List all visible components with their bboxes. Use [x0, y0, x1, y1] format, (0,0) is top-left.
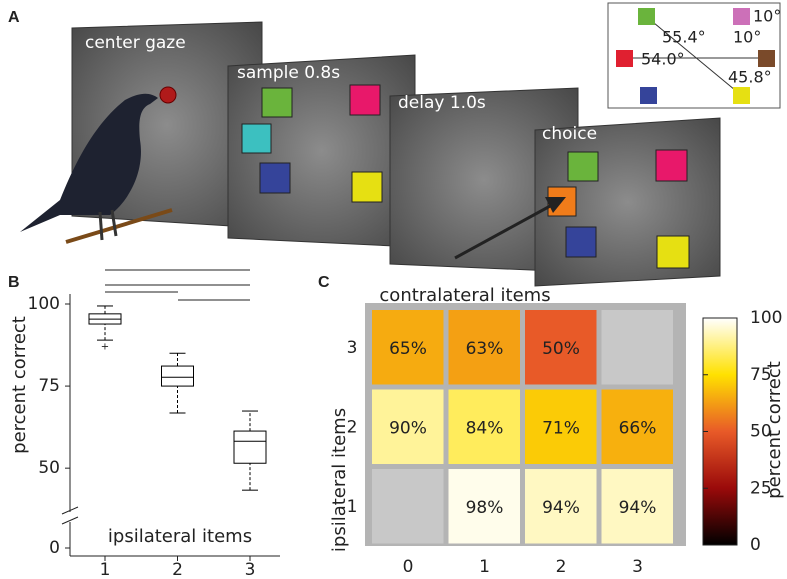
y-tick-label: 75 [38, 376, 60, 396]
significance [105, 269, 250, 301]
value-label: 90% [389, 419, 427, 439]
arrow [454, 203, 553, 260]
perch [65, 208, 173, 244]
angle-label: 54.0° [641, 50, 685, 69]
angle-label: 45.8° [728, 68, 772, 87]
colorbar-label: percent correct [764, 361, 785, 499]
heatmap-cell [525, 389, 597, 464]
heatmap-cell [372, 310, 444, 385]
square [565, 226, 597, 258]
screen-label: choice [542, 124, 597, 144]
heatmap-cell [601, 310, 673, 385]
x-tick-label: 1 [479, 557, 490, 577]
square [733, 87, 750, 104]
arrow-head [545, 197, 566, 213]
angle-label: 10° [753, 7, 781, 26]
y-axis-label: ipsilateral items [329, 408, 350, 552]
value-label: 71% [542, 419, 580, 439]
axis-break [61, 506, 79, 515]
square [638, 8, 655, 25]
colorbar-tick-label: 75 [750, 365, 772, 385]
y-tick-label: 1 [347, 497, 358, 517]
heatmap-cell [372, 389, 444, 464]
x-tick-label: 1 [100, 560, 111, 579]
square [640, 87, 657, 104]
value-label: 50% [542, 339, 580, 359]
value-label: 65% [389, 339, 427, 359]
crow-body [20, 93, 158, 233]
square [261, 87, 293, 118]
square [349, 84, 381, 116]
x-tick-label: 3 [632, 557, 643, 577]
angle-label: 10° [733, 28, 761, 47]
x-tick-label: 2 [172, 560, 183, 579]
outlier: + [101, 342, 109, 353]
value-label: 66% [619, 419, 657, 439]
square [259, 162, 291, 194]
inset: 10° 55.4° 10° 54.0° 45.8° [607, 2, 781, 109]
value-label: 98% [466, 498, 504, 518]
colorbar [702, 317, 738, 546]
y-axis-label: percent correct [9, 316, 30, 454]
x-tick-label: 3 [245, 560, 256, 579]
square [351, 171, 383, 203]
y-tick-label: 3 [347, 338, 358, 358]
colorbar-tick-label: 50 [750, 422, 772, 442]
angle-label: 55.4° [662, 28, 706, 47]
heatmap-cell [525, 469, 597, 544]
heatmap-cell [372, 469, 444, 544]
panel-label: B [8, 274, 20, 291]
heatmap-cell [448, 389, 520, 464]
screen-label: delay 1.0s [398, 93, 486, 113]
square [241, 123, 272, 154]
value-label: 63% [466, 339, 504, 359]
square [655, 149, 688, 182]
crow-leg [98, 211, 104, 241]
heatmap-cell [448, 469, 520, 544]
colorbar-tick-label: 100 [750, 308, 782, 328]
box [161, 365, 194, 387]
colorbar-tick-label: 0 [750, 535, 761, 555]
crow [20, 86, 177, 244]
panel-label: C [318, 274, 330, 291]
square [616, 50, 633, 67]
x-axis-label: ipsilateral items [108, 526, 252, 547]
heatmap-cell [601, 389, 673, 464]
square [567, 151, 599, 182]
value-label: 94% [542, 498, 580, 518]
y-tick-label: 50 [38, 458, 60, 478]
x-tick-label: 0 [403, 557, 414, 577]
y-tick-label: 100 [28, 294, 60, 314]
inset-line [647, 17, 742, 96]
screen-label: sample 0.8s [237, 63, 340, 83]
crow-leg [110, 209, 118, 237]
value-label: 84% [466, 419, 504, 439]
axis-break [61, 516, 79, 525]
x-axis-label: contralateral items [379, 285, 550, 306]
heatmap-cell [525, 310, 597, 385]
square [733, 8, 750, 25]
colorbar-tick-label: 25 [750, 478, 772, 498]
square [758, 50, 775, 67]
panel-label: A [8, 9, 20, 26]
square [656, 235, 690, 269]
y-tick-label: 2 [347, 418, 358, 438]
heatmap-cell [448, 310, 520, 385]
value-label: 94% [619, 498, 657, 518]
screen-label: center gaze [85, 33, 186, 53]
box [233, 430, 267, 464]
heatmap-cell [601, 469, 673, 544]
target-dot [159, 86, 177, 104]
x-tick-label: 2 [556, 557, 567, 577]
y-tick-label: 0 [49, 538, 60, 558]
